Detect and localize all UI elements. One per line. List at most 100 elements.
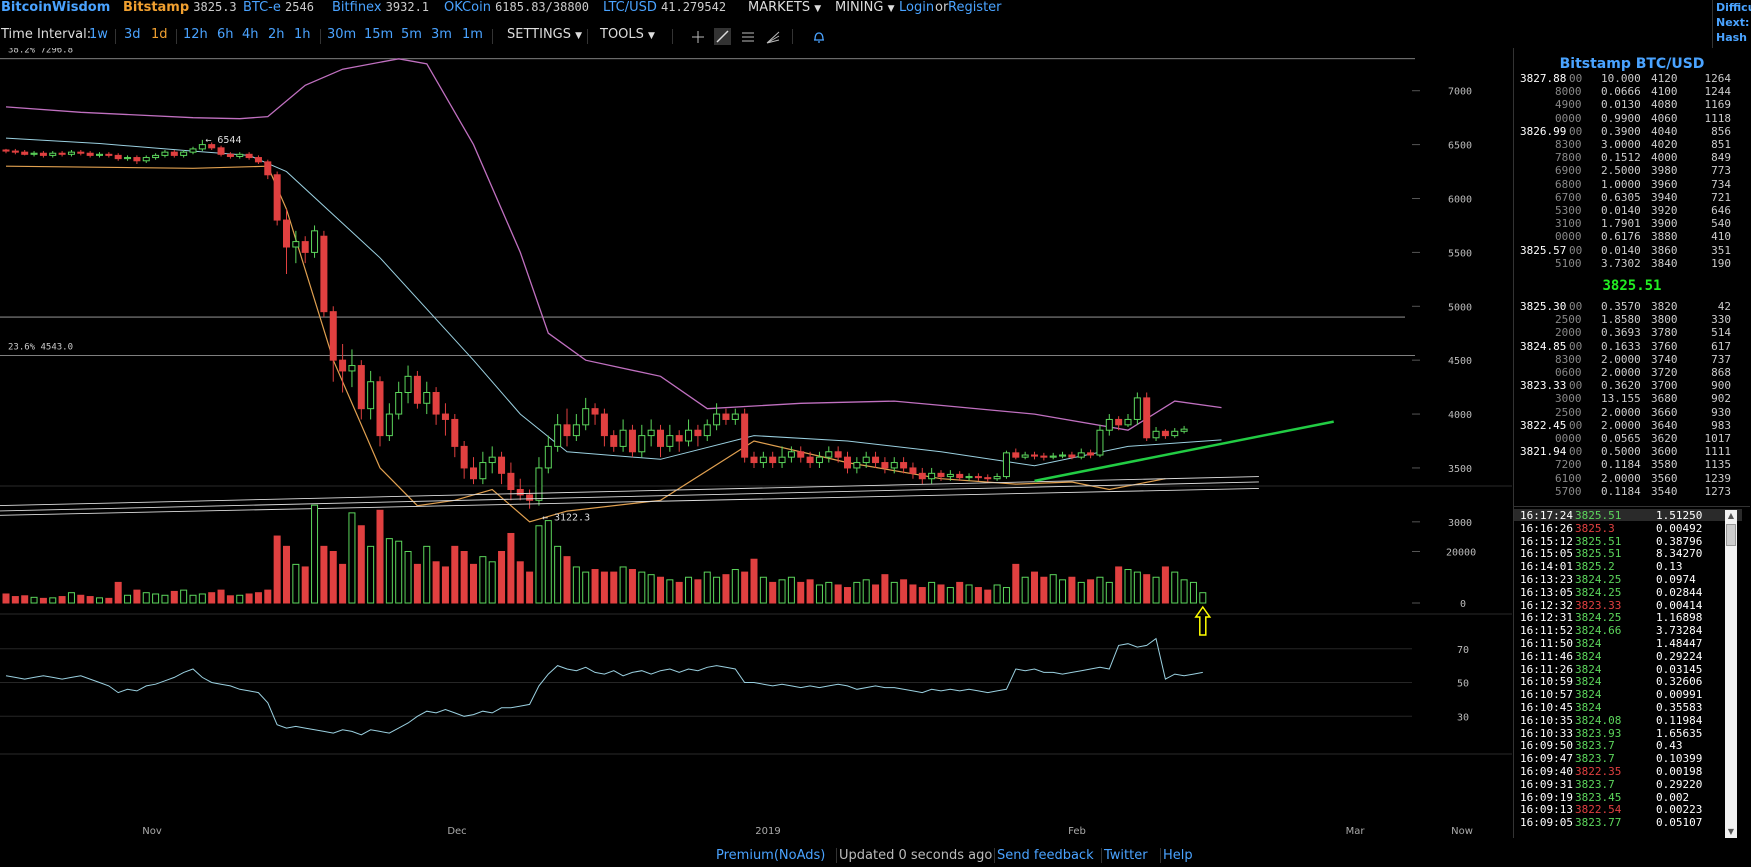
candle	[339, 359, 347, 372]
candle	[142, 157, 150, 162]
candle	[974, 476, 982, 479]
bell-icon[interactable]	[811, 29, 827, 45]
volume-bar	[535, 525, 543, 604]
orderbook-price-tail: 0600	[1555, 366, 1582, 379]
candle	[133, 157, 141, 162]
candle	[685, 429, 693, 442]
interval-1d[interactable]: 1d	[151, 27, 168, 42]
scroll-up-icon[interactable]: ▲	[1727, 511, 1735, 520]
orderbook-price: 3827.88	[1520, 72, 1567, 85]
price-chart[interactable]: 3000 3500 4000 4500 5000 5500 6000 6500 7000 0 200…	[0, 46, 1512, 838]
candle	[1115, 418, 1123, 426]
exchange-bitfinex[interactable]: Bitfinex 3932.1	[332, 0, 429, 15]
orderbook-sum: 773	[1711, 164, 1731, 178]
orderbook-amount: 0.0140	[1601, 204, 1641, 217]
trade-amount: 0.43	[1656, 739, 1683, 753]
orderbook-price-tail: 7800	[1555, 151, 1582, 165]
volume-bar	[1031, 571, 1038, 604]
orderbook-price-tail: 6900	[1555, 164, 1582, 178]
trade-time: 16:13:05	[1520, 585, 1573, 599]
candle	[900, 462, 908, 469]
tools-menu[interactable]: TOOLS ▼	[600, 27, 655, 42]
trade-time: 16:09:05	[1520, 816, 1573, 830]
crosshair-icon[interactable]	[690, 29, 706, 45]
orderbook-sum: 1017	[1704, 432, 1732, 445]
trendline	[0, 481, 1259, 512]
horizontal-lines-icon[interactable]	[740, 29, 756, 45]
interval-1w[interactable]: 1w	[89, 27, 108, 42]
interval-3m[interactable]: 3m	[431, 27, 452, 42]
trade-time: 16:10:57	[1520, 688, 1573, 702]
interval-12h[interactable]: 12h	[183, 27, 208, 42]
orderbook-amount: 0.0666	[1601, 85, 1641, 99]
orderbook-sum: 721	[1711, 190, 1731, 204]
orderbook-amount: 1.7901	[1601, 217, 1641, 231]
orderbook-level: 3780	[1651, 326, 1678, 340]
top-bar: BitcoinWisdom Bitstamp 3825.3 BTC-e 2546…	[0, 0, 1751, 16]
mining-menu[interactable]: MINING ▼	[835, 0, 894, 15]
orderbook-sum: 514	[1711, 326, 1731, 340]
volume-bar	[572, 566, 580, 604]
orderbook-level: 3940	[1651, 190, 1678, 204]
login-link[interactable]: Login	[899, 0, 935, 15]
candle	[96, 153, 103, 156]
orderbook-price-tail: 2000	[1555, 326, 1582, 340]
candle	[245, 153, 253, 159]
settings-menu[interactable]: SETTINGS ▼	[507, 27, 582, 42]
interval-5m[interactable]: 5m	[401, 27, 422, 42]
scroll-thumb[interactable]	[1726, 524, 1736, 546]
candle	[956, 473, 964, 479]
chart-canvas[interactable]: 3000 3500 4000 4500 5000 5500 6000 6500 7000 0 200…	[0, 46, 1512, 838]
volume-bar	[1124, 569, 1132, 604]
volume-bar	[544, 520, 552, 604]
trade-row: 16:17:24 3825.51 1.51250	[1514, 509, 1742, 522]
interval-30m[interactable]: 30m	[327, 27, 357, 42]
candle	[638, 435, 646, 453]
volume-bar	[498, 551, 506, 604]
trade-history[interactable]: 16:17:24 3825.51 1.51250 16:16:26 3825.3 0.00…	[1514, 509, 1750, 839]
exchange-price: 2546	[285, 0, 314, 14]
volume-bar	[984, 589, 992, 604]
brand-logo[interactable]: BitcoinWisdom	[1, 0, 111, 15]
orderbook-level: 3680	[1651, 392, 1678, 406]
orderbook-level: 3600	[1651, 445, 1678, 459]
interval-3d[interactable]: 3d	[124, 27, 141, 42]
interval-15m[interactable]: 15m	[364, 27, 394, 42]
trade-time: 16:09:47	[1520, 752, 1573, 766]
interval-6h[interactable]: 6h	[217, 27, 234, 42]
register-link[interactable]: Register	[948, 0, 1002, 15]
twitter-link[interactable]: Twitter	[1101, 848, 1148, 863]
volume-bar	[909, 584, 917, 604]
fan-lines-icon[interactable]	[765, 29, 781, 45]
feedback-link[interactable]: Send feedback	[994, 848, 1094, 863]
exchange-bitstamp[interactable]: Bitstamp 3825.3	[123, 0, 237, 15]
interval-1h[interactable]: 1h	[294, 27, 311, 42]
draw-line-icon[interactable]	[714, 28, 731, 45]
interval-2h[interactable]: 2h	[268, 27, 285, 42]
volume-bar	[946, 587, 954, 604]
volume-bar	[357, 525, 365, 604]
interval-1m[interactable]: 1m	[462, 27, 483, 42]
trade-time: 16:15:05	[1520, 547, 1573, 561]
interval-4h[interactable]: 4h	[242, 27, 259, 42]
trade-amount: 0.13	[1656, 560, 1683, 574]
help-link[interactable]: Help	[1160, 848, 1193, 863]
candle	[647, 429, 655, 437]
trade-amount: 0.002	[1656, 790, 1690, 804]
exchange-ltcusd[interactable]: LTC/USD 41.279542	[603, 0, 726, 15]
trade-scrollbar[interactable]: ▲ ▼	[1725, 510, 1737, 838]
volume-bar	[395, 540, 403, 604]
x-axis-label: 2019	[755, 826, 780, 837]
premium-link[interactable]: Premium(NoAds)	[716, 848, 826, 863]
trade-amount: 0.05107	[1656, 816, 1703, 830]
orderbook-sum: 851	[1711, 138, 1731, 151]
exchange-btce[interactable]: BTC-e 2546	[243, 0, 314, 15]
trade-time: 16:11:26	[1520, 662, 1573, 676]
scroll-down-icon[interactable]: ▼	[1727, 827, 1735, 836]
volume-bar	[226, 595, 234, 604]
orderbook-price: 3823.33	[1520, 379, 1567, 393]
markets-menu[interactable]: MARKETS ▼	[748, 0, 821, 15]
orderbook-sum: 900	[1711, 379, 1731, 393]
volume-bar	[1087, 579, 1095, 604]
exchange-okcoin[interactable]: OKCoin 6185.83/38800	[444, 0, 589, 15]
